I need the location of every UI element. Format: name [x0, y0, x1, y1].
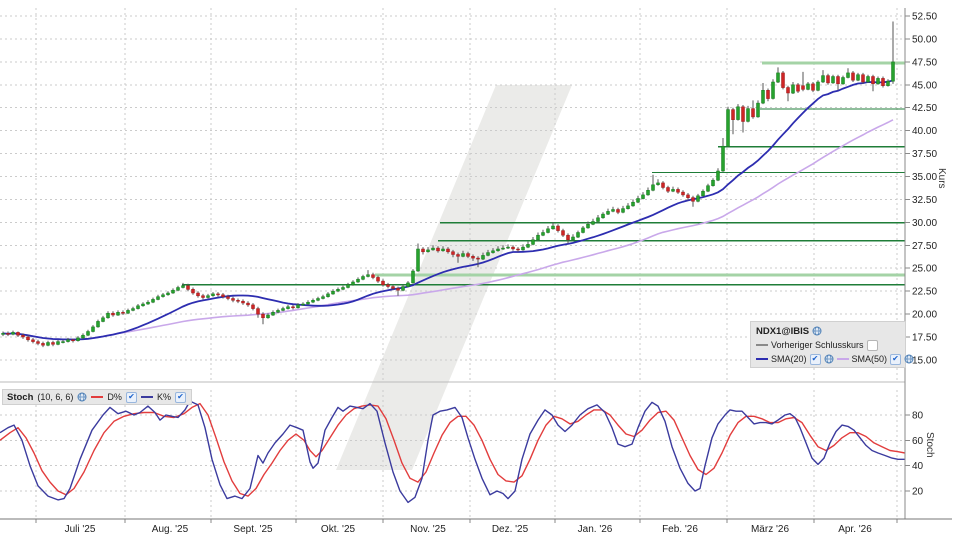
- price-tick-label: 40.00: [912, 126, 937, 137]
- price-tick-label: 27.50: [912, 241, 937, 252]
- instrument-title: NDX1@IBIS: [756, 325, 810, 337]
- price-tick-label: 52.50: [912, 12, 937, 23]
- price-tick-label: 50.00: [912, 34, 937, 45]
- price-tick-label: 47.50: [912, 57, 937, 68]
- x-axis-month-label: Okt. '25: [321, 524, 356, 535]
- price-tick-label: 35.00: [912, 172, 937, 183]
- price-tick-label: 37.50: [912, 149, 937, 160]
- price-tick-label: 45.00: [912, 80, 937, 91]
- sma20-label: SMA(20): [771, 353, 807, 364]
- x-axis-month-label: Juli '25: [65, 524, 96, 535]
- price-axis-title: Kurs: [936, 168, 947, 189]
- sma20-swatch: [756, 358, 768, 360]
- candlestick-series: [1, 21, 895, 348]
- globe-icon[interactable]: [77, 392, 87, 402]
- stoch-d-line: [0, 402, 906, 497]
- sma50-line: [2, 119, 894, 341]
- stoch-params: (10, 6, 6): [37, 391, 74, 402]
- stoch-title: Stoch: [7, 391, 34, 403]
- prev-close-label: Vorheriger Schlusskurs: [771, 339, 864, 350]
- stoch-tick-label: 40: [912, 461, 924, 472]
- stoch-legend: Stoch (10, 6, 6) D% ✔ K% ✔: [2, 389, 192, 405]
- x-axis-month-label: Aug. '25: [152, 524, 189, 535]
- sma20-line: [2, 79, 894, 341]
- price-tick-label: 32.50: [912, 195, 937, 206]
- x-axis-month-label: Sept. '25: [233, 524, 273, 535]
- stoch-k-label: K%: [156, 391, 171, 402]
- x-axis-month-label: Apr. '26: [838, 524, 872, 535]
- price-tick-label: 30.00: [912, 218, 937, 229]
- sma50-swatch: [836, 358, 849, 360]
- prev-close-checkbox[interactable]: [866, 339, 878, 351]
- x-axis-month-label: Feb. '26: [662, 524, 698, 535]
- x-axis-month-label: Nov. '25: [410, 524, 446, 535]
- x-axis-month-label: Dez. '25: [492, 524, 529, 535]
- stoch-tick-label: 20: [912, 486, 924, 497]
- price-tick-label: 22.50: [912, 287, 937, 298]
- price-tick-label: 15.00: [912, 355, 937, 366]
- price-tick-label: 25.00: [912, 264, 937, 275]
- watermark-slash: [336, 85, 572, 470]
- price-tick-label: 20.00: [912, 310, 937, 321]
- sma50-label: SMA(50): [851, 353, 888, 364]
- stoch-d-label: D%: [107, 391, 122, 402]
- sma20-checkbox[interactable]: ✔: [809, 353, 821, 365]
- stoch-k-line: [0, 400, 905, 504]
- stoch-d-swatch: [91, 396, 104, 398]
- prev-close-swatch: [756, 344, 768, 346]
- globe-icon[interactable]: [824, 354, 834, 364]
- x-axis-month-label: Jan. '26: [578, 524, 613, 535]
- stoch-d-checkbox[interactable]: ✔: [125, 391, 137, 403]
- stoch-axis-title: Stoch: [924, 432, 935, 458]
- stoch-k-swatch: [140, 396, 153, 398]
- x-axis-month-label: März '26: [751, 524, 789, 535]
- stoch-tick-label: 60: [912, 436, 924, 447]
- stoch-tick-label: 80: [912, 411, 924, 422]
- price-tick-label: 17.50: [912, 333, 937, 344]
- globe-icon[interactable]: [812, 326, 822, 336]
- price-tick-label: 42.50: [912, 103, 937, 114]
- globe-icon[interactable]: [904, 354, 914, 364]
- stoch-k-checkbox[interactable]: ✔: [174, 391, 186, 403]
- main-legend: NDX1@IBIS Vorheriger Schlusskurs SMA(20)…: [750, 321, 914, 368]
- sma50-checkbox[interactable]: ✔: [890, 353, 902, 365]
